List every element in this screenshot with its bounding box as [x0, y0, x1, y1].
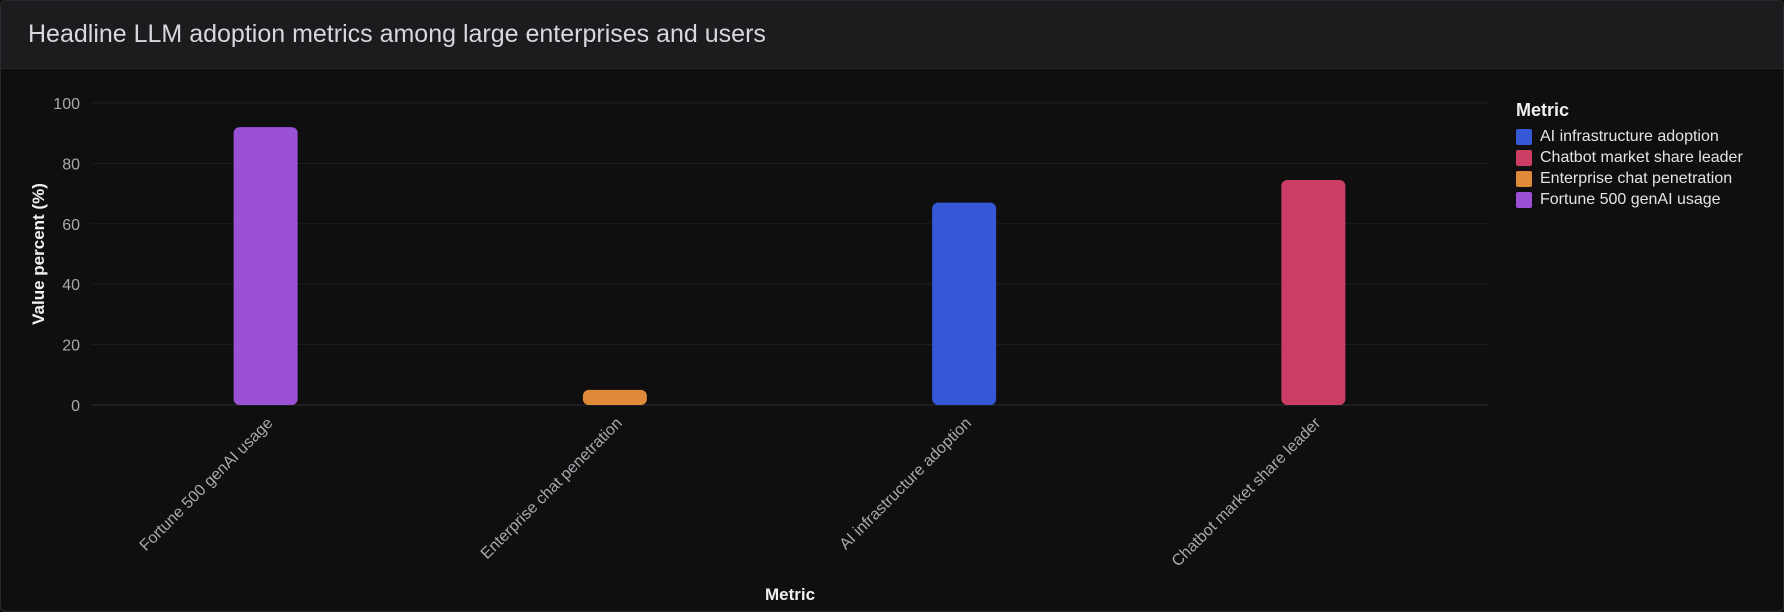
legend-swatch — [1516, 170, 1532, 187]
legend-swatch — [1516, 149, 1532, 166]
legend-item[interactable]: Fortune 500 genAI usage — [1516, 189, 1743, 210]
bars — [233, 127, 1346, 405]
legend-label: Chatbot market share leader — [1540, 148, 1743, 166]
legend-title: Metric — [1516, 100, 1570, 120]
x-tick-label: Enterprise chat penetration — [478, 415, 626, 563]
y-axis-label: Value percent (%) — [29, 183, 48, 325]
bar[interactable] — [1281, 180, 1346, 405]
legend-label: AI infrastructure adoption — [1540, 127, 1719, 145]
y-tick-label: 20 — [62, 338, 80, 355]
legend-label: Enterprise chat penetration — [1540, 169, 1733, 187]
y-tick-label: 80 — [62, 156, 80, 173]
legend-swatch — [1516, 128, 1532, 145]
y-tick-label: 100 — [53, 96, 80, 113]
legend-swatch — [1516, 191, 1532, 208]
legend-label: Fortune 500 genAI usage — [1540, 190, 1721, 208]
legend-item[interactable]: AI infrastructure adoption — [1516, 126, 1743, 147]
legend-item[interactable]: Chatbot market share leader — [1516, 147, 1743, 168]
y-tick-label: 60 — [62, 217, 80, 234]
x-tick-label: Fortune 500 genAI usage — [137, 415, 277, 555]
y-axis-ticks: 0 20 40 60 80 100 — [53, 96, 80, 415]
bar[interactable] — [233, 127, 298, 405]
y-tick-label: 40 — [62, 277, 80, 294]
x-tick-label: AI infrastructure adoption — [837, 415, 975, 553]
x-axis-ticks: Fortune 500 genAI usage Enterprise chat p… — [137, 414, 1325, 570]
legend-item[interactable]: Enterprise chat penetration — [1516, 168, 1743, 189]
panel-header: Headline LLM adoption metrics among larg… — [1, 1, 1783, 69]
x-axis-label: Metric — [765, 585, 815, 604]
legend: Metric AI infrastructure adoption Chatbo… — [1516, 99, 1743, 210]
x-tick-label: Chatbot market share leader — [1169, 414, 1325, 570]
bar[interactable] — [932, 202, 997, 405]
bar[interactable] — [582, 389, 647, 405]
panel-title: Headline LLM adoption metrics among larg… — [28, 20, 766, 48]
y-tick-label: 0 — [71, 398, 80, 415]
grid-lines — [91, 102, 1488, 406]
